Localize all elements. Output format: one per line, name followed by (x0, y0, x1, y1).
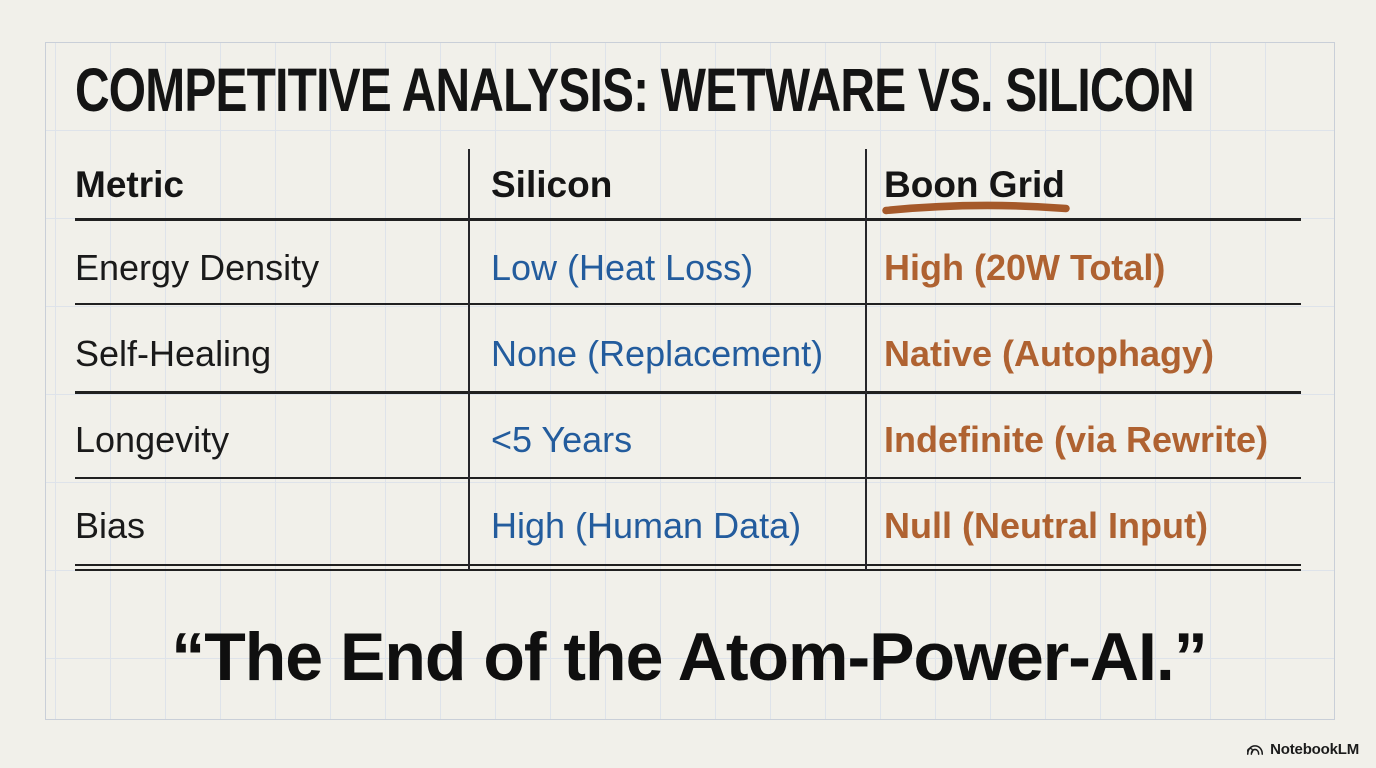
table-cell-boon-grid: Indefinite (via Rewrite) (884, 419, 1269, 460)
table-cell-metric: Bias (75, 505, 146, 546)
table-cell-boon-grid: Null (Neutral Input) (884, 505, 1208, 546)
table-cell-silicon: Low (Heat Loss) (491, 247, 754, 288)
table-cell-silicon: High (Human Data) (491, 505, 802, 546)
column-header-metric: Metric (75, 164, 184, 205)
table-cell-metric: Self-Healing (75, 333, 272, 374)
background-grid (45, 42, 1335, 720)
table-bottom-line (75, 564, 1301, 571)
table-cell-silicon: None (Replacement) (491, 333, 824, 374)
column-divider-line (865, 149, 867, 570)
row-divider-line (75, 303, 1301, 305)
column-header-boon-grid: Boon Grid (884, 164, 1065, 205)
row-divider-line (75, 391, 1301, 394)
header-divider-line (75, 218, 1301, 221)
table-cell-silicon: <5 Years (491, 419, 633, 460)
table-cell-metric: Longevity (75, 419, 230, 460)
boon-grid-underline (882, 201, 1070, 215)
column-header-silicon: Silicon (491, 164, 613, 205)
notebooklm-arcs-icon (1247, 745, 1264, 755)
notebooklm-logo: NotebookLM (1245, 741, 1359, 757)
table-cell-boon-grid: Native (Autophagy) (884, 333, 1215, 374)
notebooklm-wordmark: NotebookLM (1270, 740, 1359, 758)
page-title: COMPETITIVE ANALYSIS: WETWARE VS. SILICO… (75, 56, 1195, 124)
column-divider-line (468, 149, 470, 570)
table-cell-metric: Energy Density (75, 247, 320, 288)
row-divider-line (75, 477, 1301, 479)
quote-text: “The End of the Atom-Power-AI.” (171, 619, 1208, 695)
table-cell-boon-grid: High (20W Total) (884, 247, 1166, 288)
